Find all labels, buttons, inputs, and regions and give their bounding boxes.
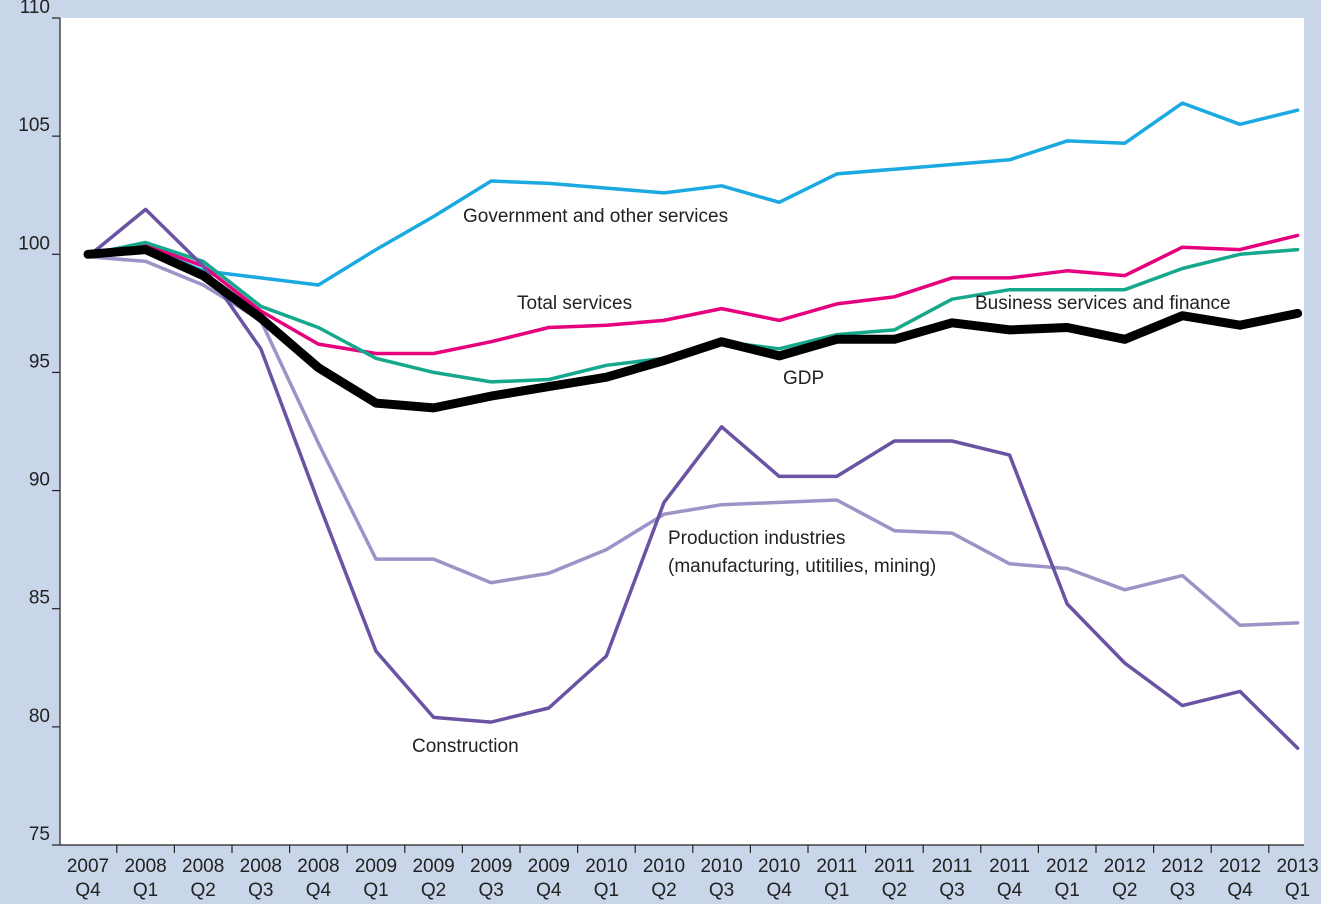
y-tick-label: 85 [29, 588, 50, 609]
x-tick-label: 2008 Q2 [182, 856, 224, 901]
series-label: Production industries (manufacturing, uti… [668, 528, 936, 577]
text-line: Q1 [824, 880, 849, 901]
text-line: Q4 [306, 880, 332, 901]
y-tick-label: 110 [20, 0, 50, 18]
x-tick-label: 2012 Q3 [1161, 856, 1203, 901]
x-tick-label: 2008 Q1 [124, 856, 166, 901]
y-tick-label: 100 [18, 233, 50, 254]
x-tick-label: 2010 Q2 [643, 856, 685, 901]
text-line: Q4 [767, 880, 793, 901]
series-label: Government and other services [463, 206, 728, 227]
x-tick-label: 2011 Q2 [874, 856, 915, 901]
text-line: Q4 [536, 880, 562, 901]
text-line: 2009 [470, 856, 512, 877]
y-tick-label: 105 [18, 115, 50, 136]
x-tick-label: 2008 Q4 [297, 856, 339, 901]
text-line: 2010 [700, 856, 742, 877]
text-line: 2011 [989, 856, 1030, 877]
text-line: 2009 [528, 856, 570, 877]
text-line: 2013 [1276, 856, 1318, 877]
text-line: 2012 [1219, 856, 1261, 877]
text-line: 2007 [67, 856, 109, 877]
text-line: 2012 [1104, 856, 1146, 877]
series-line [86, 254, 1300, 628]
x-tick-label: 2012 Q4 [1219, 856, 1261, 901]
series-line [86, 233, 1300, 356]
y-tick-label: 80 [29, 706, 50, 727]
text-line: 2012 [1161, 856, 1203, 877]
x-tick-label: 2007 Q4 [67, 856, 109, 901]
text-line: 2008 [240, 856, 282, 877]
x-tick-label: 2009 Q2 [412, 856, 454, 901]
text-line: Q4 [1227, 880, 1253, 901]
text-line: Q3 [479, 880, 504, 901]
text-line: 2011 [874, 856, 915, 877]
text-line: Production industries [668, 528, 845, 549]
x-tick-label: 2013 Q1 [1276, 856, 1318, 901]
text-line: Q3 [939, 880, 964, 901]
text-line: (manufacturing, utitilies, mining) [668, 556, 936, 577]
plot-area [60, 18, 1304, 845]
text-line: Q1 [1285, 880, 1310, 901]
series-label: Business services and finance [975, 293, 1231, 314]
text-line: Q1 [594, 880, 619, 901]
x-tick-label: 2012 Q2 [1104, 856, 1146, 901]
y-tick-label: 75 [29, 824, 50, 845]
series-label: GDP [783, 368, 824, 389]
series-label: Total services [517, 293, 632, 314]
x-tick-label: 2012 Q1 [1046, 856, 1088, 901]
text-line: 2010 [585, 856, 627, 877]
series-line [86, 101, 1300, 287]
x-tick-label: 2011 Q4 [989, 856, 1030, 901]
x-tick-label: 2011 Q3 [932, 856, 973, 901]
text-line: 2008 [182, 856, 224, 877]
text-line: Q3 [1170, 880, 1195, 901]
text-line: Q4 [75, 880, 101, 901]
text-line: 2011 [816, 856, 857, 877]
text-line: 2010 [758, 856, 800, 877]
text-line: Q2 [421, 880, 446, 901]
text-line: 2011 [932, 856, 973, 877]
text-line: Q1 [1055, 880, 1080, 901]
series-line [86, 207, 1300, 750]
text-line: 2010 [643, 856, 685, 877]
x-tick-label: 2010 Q4 [758, 856, 800, 901]
x-tick-label: 2011 Q1 [816, 856, 857, 901]
text-line: Q2 [1112, 880, 1137, 901]
x-tick-label: 2009 Q3 [470, 856, 512, 901]
text-line: 2012 [1046, 856, 1088, 877]
x-tick-label: 2009 Q1 [355, 856, 397, 901]
text-line: 2009 [412, 856, 454, 877]
text-line: Q3 [248, 880, 273, 901]
text-line: Q3 [709, 880, 734, 901]
text-line: Q4 [997, 880, 1023, 901]
text-line: Q2 [651, 880, 676, 901]
text-line: Q2 [882, 880, 907, 901]
x-tick-label: 2008 Q3 [240, 856, 282, 901]
text-line: 2009 [355, 856, 397, 877]
series-label: Construction [412, 736, 519, 757]
x-tick-label: 2010 Q3 [700, 856, 742, 901]
text-line: Q1 [133, 880, 158, 901]
text-line: 2008 [124, 856, 166, 877]
y-tick-label: 95 [29, 351, 50, 372]
x-tick-label: 2010 Q1 [585, 856, 627, 901]
text-line: 2008 [297, 856, 339, 877]
series-line [83, 245, 1303, 413]
text-line: Q1 [363, 880, 388, 901]
y-tick-label: 90 [29, 470, 50, 491]
text-line: Q2 [191, 880, 216, 901]
x-tick-label: 2009 Q4 [528, 856, 570, 901]
